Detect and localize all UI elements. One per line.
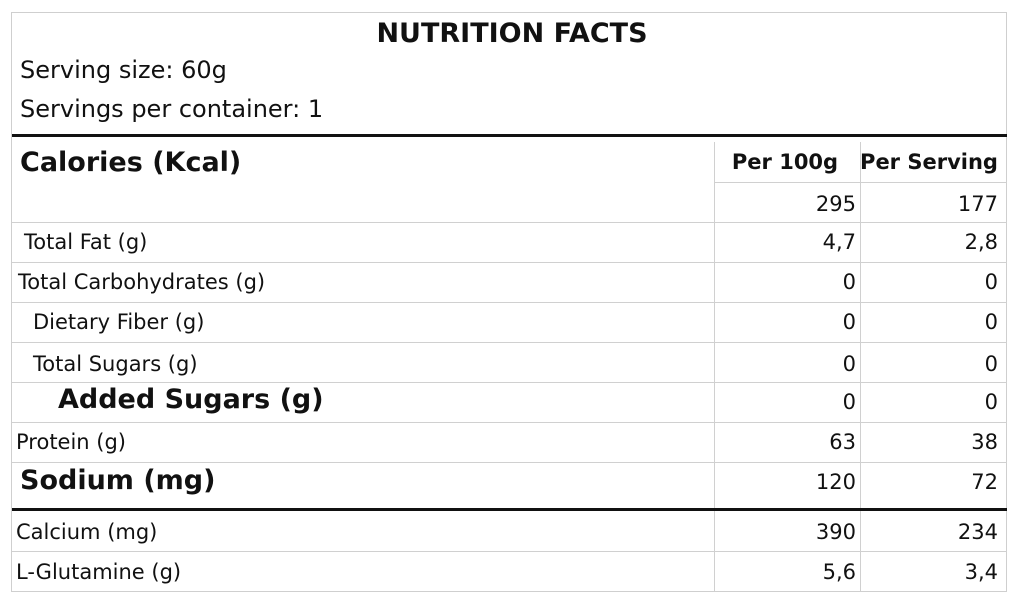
per-serving-header: Per Serving [860,150,998,174]
row-label: Added Sugars (g) [58,384,324,415]
row-per100: 0 [842,270,856,294]
divider-thick [12,508,1007,511]
serving-size: Serving size: 60g [20,56,227,84]
row-label: L-Glutamine (g) [16,560,182,584]
divider-thick [12,134,1007,137]
row-label: Dietary Fiber (g) [33,310,205,334]
row-per100: 63 [829,430,856,454]
row-per100: 0 [842,352,856,376]
calories-label: Calories (Kcal) [20,147,242,178]
row-label: Calcium (mg) [16,520,158,544]
servings-per-container: Servings per container: 1 [20,95,324,123]
row-divider [12,222,1007,223]
row-divider [12,551,1007,552]
row-per-serving: 3,4 [964,560,998,584]
row-per-serving: 0 [984,390,998,414]
row-label: Total Carbohydrates (g) [18,270,266,294]
row-label: Protein (g) [16,430,127,454]
row-per-serving: 38 [971,430,998,454]
row-per-serving: 0 [984,310,998,334]
row-divider [12,262,1007,263]
calories-per100: 295 [815,192,856,216]
label-title: NUTRITION FACTS [376,18,648,49]
calories-per-serving: 177 [957,192,998,216]
row-label: Total Fat (g) [24,230,148,254]
row-divider [12,462,1007,463]
row-per-serving: 234 [957,520,998,544]
row-per100: 390 [815,520,856,544]
row-per-serving: 2,8 [964,230,998,254]
per100g-header: Per 100g [731,150,839,174]
row-divider [12,422,1007,423]
row-per100: 0 [842,310,856,334]
row-divider [12,382,1007,383]
row-per-serving: 72 [971,470,998,494]
row-per100: 0 [842,390,856,414]
row-label: Sodium (mg) [20,465,216,496]
column-divider [860,142,861,508]
row-per100: 120 [815,470,856,494]
row-divider [12,342,1007,343]
row-divider [12,302,1007,303]
row-label: Total Sugars (g) [33,352,198,376]
column-divider [714,142,715,508]
row-per-serving: 0 [984,270,998,294]
row-per100: 4,7 [822,230,856,254]
row-divider [714,182,1007,183]
row-per-serving: 0 [984,352,998,376]
row-per100: 5,6 [822,560,856,584]
